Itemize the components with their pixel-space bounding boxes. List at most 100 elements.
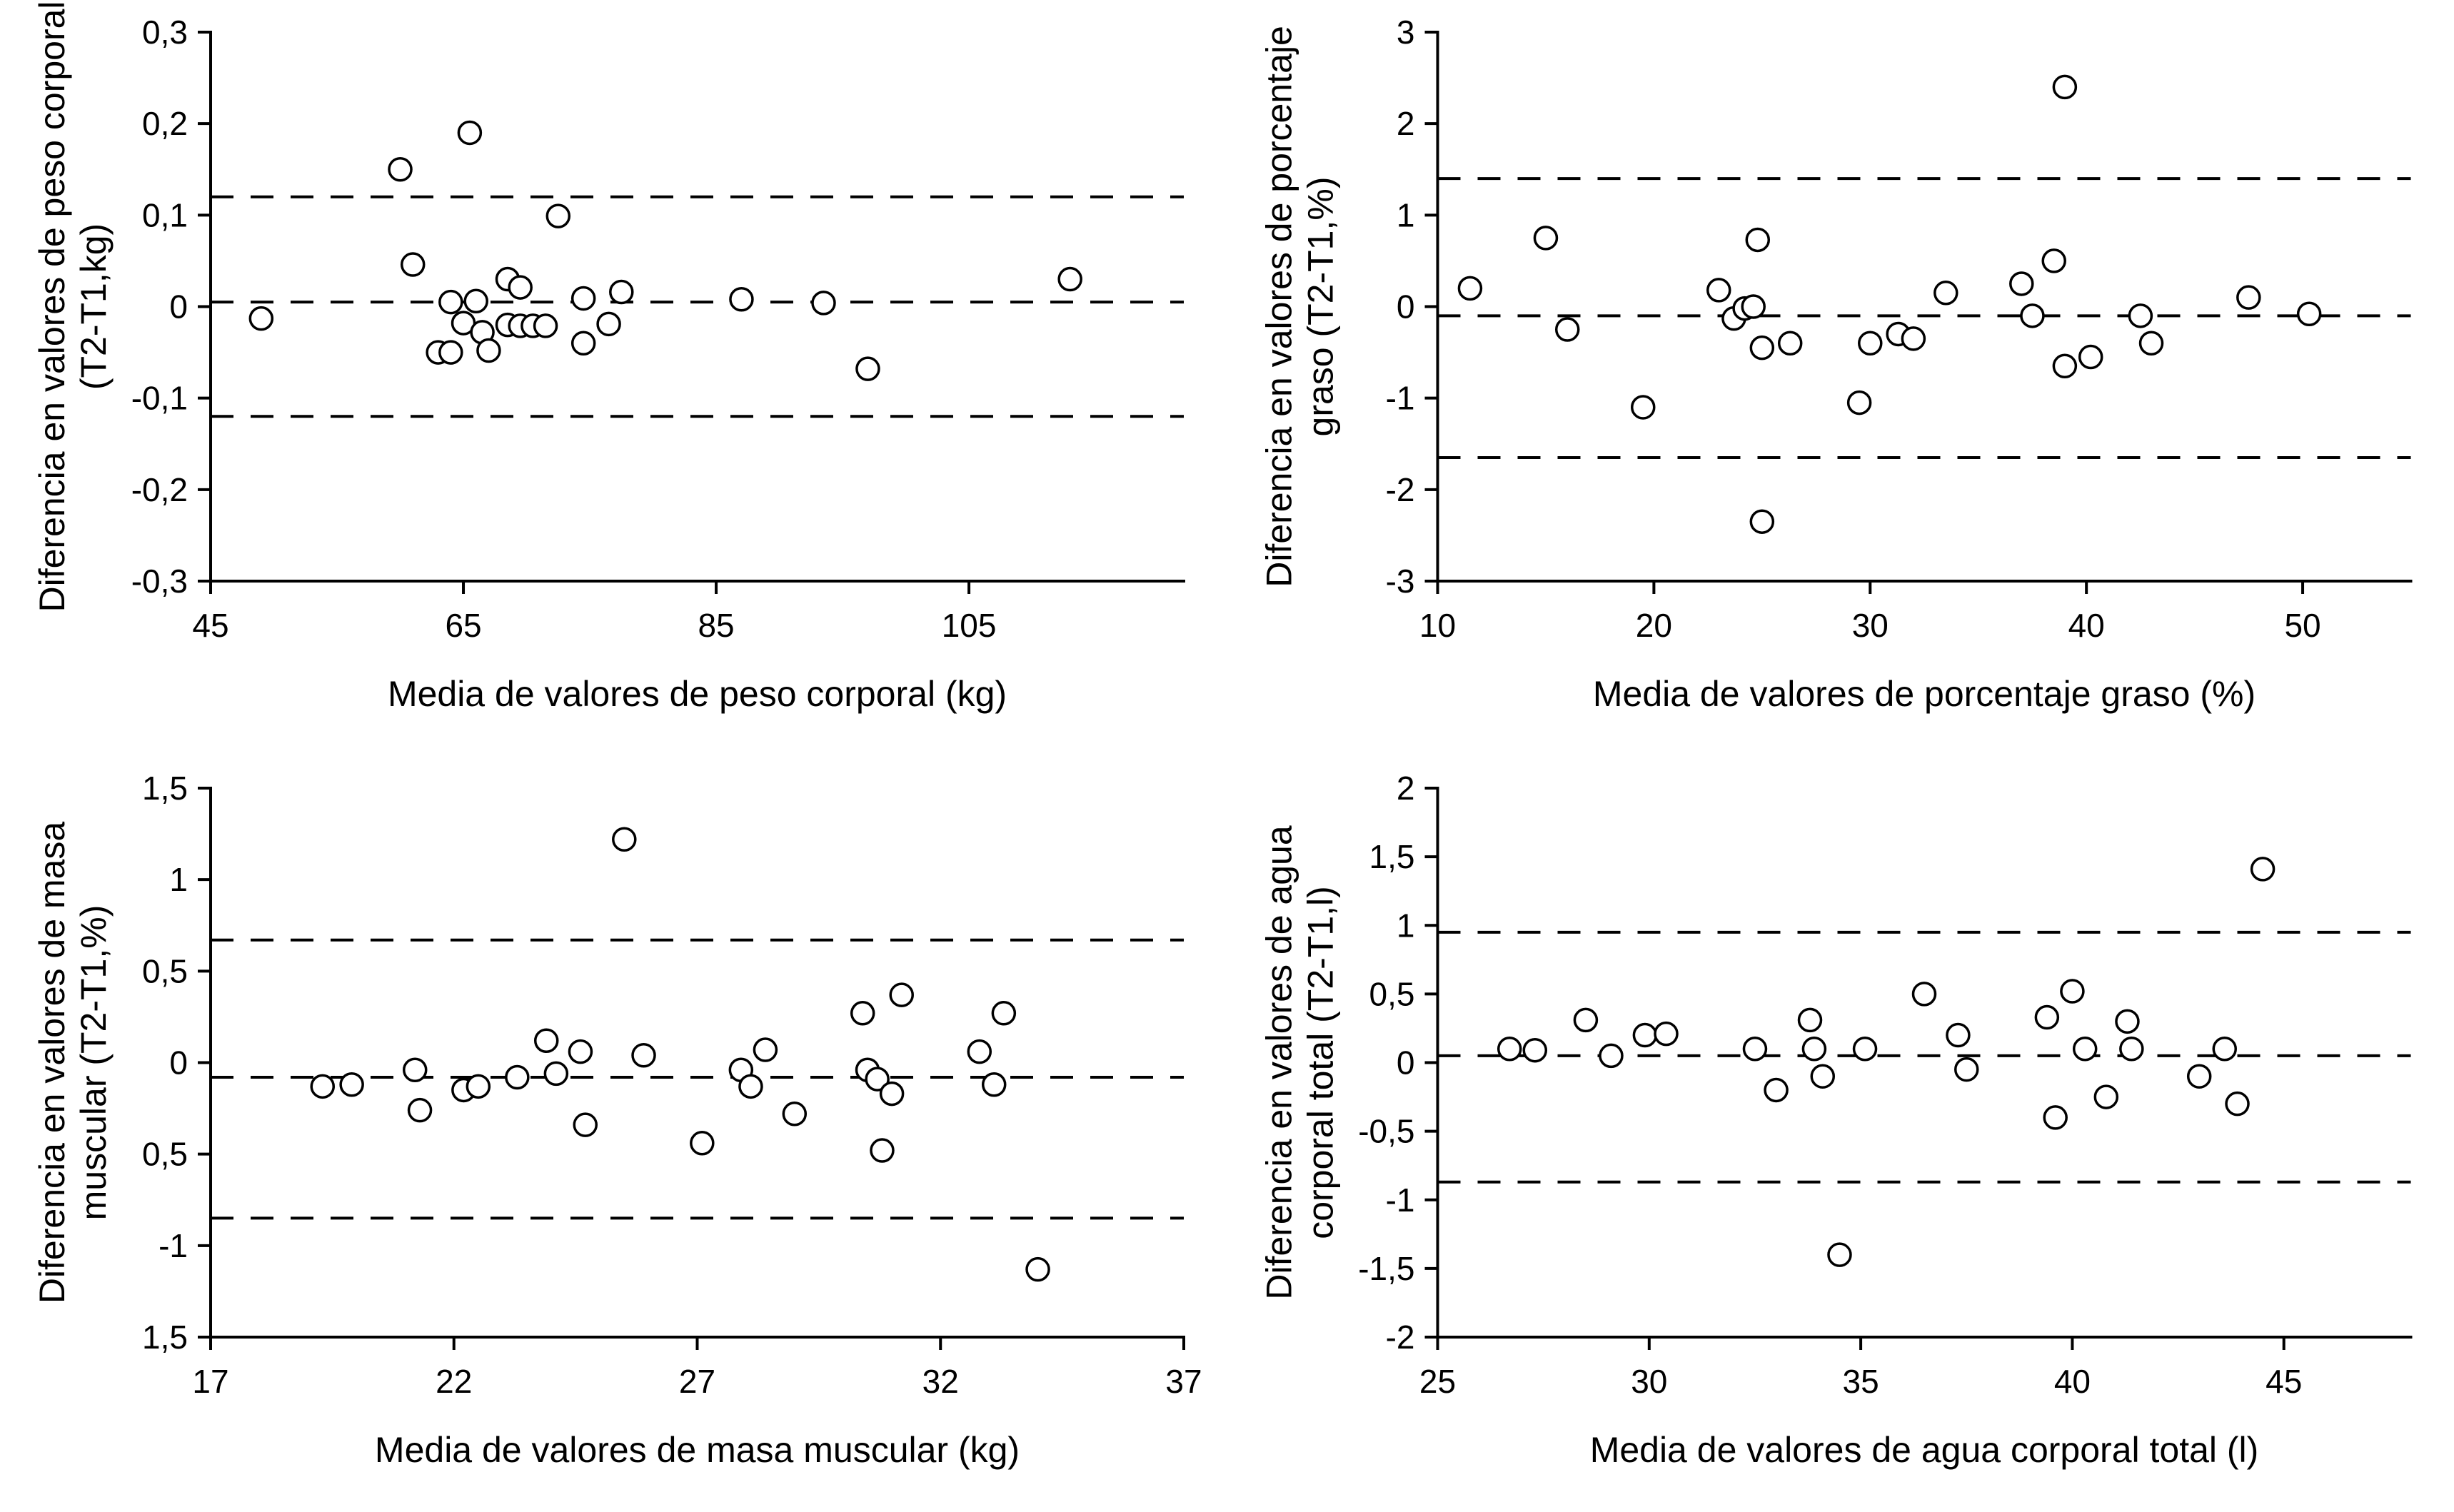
data-point	[1745, 227, 1771, 253]
chart-agua-corporal: 2 1,5 1 0,5 0 -0,5 -1 -1,5 -2 25 30 35 40 45 Media de …	[1227, 756, 2454, 1512]
data-point	[1933, 281, 1958, 306]
data-point	[1742, 1037, 1768, 1062]
data-point	[1801, 1037, 1827, 1062]
x-tick-label: 32	[922, 1363, 959, 1400]
y-tick-label: -2	[1386, 471, 1415, 508]
y-tick-label: 0,5	[142, 952, 188, 989]
y-axis-title: (T2-T1,kg)	[74, 223, 114, 390]
y-tick-label: 0	[1397, 288, 1415, 326]
data-point	[1522, 1037, 1548, 1063]
data-point	[533, 1028, 559, 1053]
y-tick-label: 0,3	[142, 14, 188, 51]
y-axis-title: muscular (T2-T1,%)	[74, 905, 114, 1221]
data-point	[753, 1037, 778, 1062]
data-point	[1741, 294, 1766, 319]
data-point	[476, 338, 501, 363]
y-tick-label: -1	[1386, 380, 1415, 417]
data-point	[1827, 1242, 1852, 1267]
data-point	[738, 1074, 763, 1099]
data-point	[2043, 1105, 2068, 1130]
data-point	[1810, 1064, 1836, 1089]
data-point	[2250, 857, 2276, 882]
x-tick-label: 105	[942, 607, 997, 644]
data-point	[2115, 1009, 2140, 1034]
data-point	[388, 157, 413, 182]
data-point	[2128, 303, 2153, 328]
data-point	[609, 279, 634, 305]
data-point	[2093, 1084, 2119, 1109]
data-point	[1630, 395, 1656, 420]
x-tick-label: 20	[1636, 607, 1672, 644]
data-point	[2052, 74, 2078, 100]
y-tick-label: -1,5	[1358, 1250, 1414, 1287]
data-point	[1573, 1007, 1599, 1033]
x-tick-label: 17	[192, 1363, 228, 1400]
data-point	[1749, 335, 1775, 361]
data-point	[2052, 353, 2078, 379]
data-point	[339, 1072, 364, 1097]
data-point	[400, 252, 426, 277]
y-tick-label: 3	[1397, 14, 1415, 51]
x-tick-label: 22	[436, 1363, 472, 1400]
data-point	[1632, 1022, 1658, 1048]
y-tick-label: -2	[1386, 1319, 1415, 1356]
y-tick-label: 0,5	[142, 1136, 188, 1173]
peso-corporal-plot: 0,3 0,2 0,1 0 -0,1 -0,2 -0,345 65 85 105 Media de …	[32, 1, 1185, 714]
y-tick-label: -0,3	[131, 563, 188, 600]
data-point	[782, 1102, 808, 1127]
chart-porcentaje-graso: 3 2 1 0 -1 -2 -3 10 20 30 40 50 Media de valores de …	[1227, 0, 2454, 756]
x-tick-label: 45	[192, 607, 228, 644]
data-point	[1852, 1037, 1878, 1062]
data-point	[508, 275, 533, 300]
data-point	[2296, 301, 2322, 327]
data-point	[1946, 1022, 1971, 1048]
y-tick-label: -1	[159, 1227, 188, 1264]
chart-peso-corporal: 0,3 0,2 0,1 0 -0,1 -0,2 -0,3 45 65 85 105 Media de …	[0, 0, 1227, 756]
y-tick-label: 0,2	[142, 105, 188, 142]
data-point	[466, 1074, 491, 1099]
y-tick-label: 0	[1397, 1044, 1415, 1082]
y-tick-label: 2	[1397, 105, 1415, 142]
data-point	[310, 1074, 335, 1099]
data-point	[690, 1131, 715, 1156]
data-point	[570, 331, 596, 356]
y-tick-label: -0,1	[131, 380, 188, 417]
data-point	[1533, 226, 1559, 251]
y-tick-label: 0	[169, 288, 188, 326]
data-point	[402, 1057, 428, 1083]
x-tick-label: 10	[1419, 607, 1456, 644]
y-tick-label: 0	[169, 1044, 188, 1082]
x-tick-label: 65	[445, 607, 481, 644]
data-point	[505, 1064, 530, 1090]
data-point	[407, 1097, 433, 1123]
y-tick-label: -1	[1386, 1181, 1415, 1219]
data-point	[533, 313, 558, 338]
data-point	[457, 120, 483, 146]
data-point	[2041, 248, 2066, 273]
data-point	[2119, 1037, 2144, 1062]
x-tick-label: 40	[2054, 1363, 2091, 1400]
y-tick-label: -0,5	[1358, 1113, 1414, 1150]
data-point	[2225, 1091, 2250, 1117]
y-tick-label: 0,5	[1369, 975, 1415, 1012]
x-tick-label: 85	[698, 607, 734, 644]
data-point	[1777, 331, 1803, 356]
data-point	[568, 1039, 593, 1064]
data-point	[2078, 344, 2103, 370]
y-axis-title: Diferencia en valores de masa	[32, 822, 72, 1304]
y-tick-label: 1	[169, 861, 188, 898]
x-axis-title: Media de valores de porcentaje graso (%)	[1593, 674, 2256, 714]
data-point	[811, 291, 836, 316]
data-point	[570, 286, 596, 311]
data-point	[855, 356, 880, 381]
y-tick-label: 1,5	[1369, 838, 1415, 875]
data-point	[1797, 1007, 1823, 1033]
data-point	[1954, 1057, 1979, 1082]
data-point	[612, 827, 637, 852]
x-tick-label: 27	[679, 1363, 715, 1400]
data-point	[248, 306, 274, 331]
data-point	[1706, 278, 1731, 303]
